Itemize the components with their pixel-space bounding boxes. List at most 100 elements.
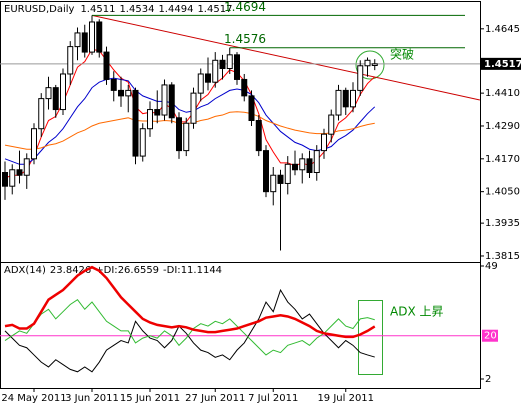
y-tick-label: 1.4410	[485, 88, 520, 99]
candle-body	[161, 84, 168, 116]
candle-body	[45, 87, 52, 100]
trendline	[91, 14, 480, 101]
candle-body	[89, 21, 95, 53]
candle-body	[183, 122, 190, 152]
candle-body	[299, 158, 306, 171]
candle-body	[118, 89, 124, 97]
plot	[0, 265, 480, 373]
x-tick-label: 19 Jul 2011	[317, 393, 374, 404]
candle-body	[16, 169, 23, 176]
x-tick-label: 15 Jun 2011	[120, 393, 180, 404]
y-tick-label: 2	[485, 374, 491, 385]
legend-minus-di: -DI:	[163, 265, 181, 276]
candle-body	[226, 54, 233, 70]
level-label: 1.4576	[224, 32, 266, 46]
candle-body	[248, 95, 255, 122]
candle-body	[190, 92, 197, 124]
candle-body	[110, 78, 117, 91]
candle-body	[205, 73, 211, 83]
candle-body	[219, 59, 226, 70]
candle-body	[31, 128, 37, 160]
candle-body	[103, 51, 110, 80]
minus-di-value: 11.1144	[181, 265, 222, 276]
level-label: 20	[484, 331, 497, 342]
candle-body	[60, 73, 66, 111]
plot	[0, 14, 480, 251]
candle-body	[270, 174, 277, 193]
annotation: 突破	[390, 47, 414, 62]
y-tick-label: 1.3935	[485, 218, 520, 229]
annotation: ADX 上昇	[390, 305, 444, 319]
candle-body	[212, 59, 219, 83]
plus-di-value: 26.6559	[118, 265, 159, 276]
y-tick-label: 1.4170	[485, 154, 520, 165]
level-label: 1.4694	[224, 0, 266, 14]
y-tick-label: 49	[485, 261, 498, 272]
candle-body	[125, 89, 132, 97]
ohlc-high: 1.4534	[119, 4, 154, 15]
lower-pane	[0, 262, 481, 389]
candle-body	[81, 32, 88, 53]
legend-adx: ADX(14)	[4, 265, 46, 276]
level-box	[482, 329, 498, 342]
candle-body	[147, 109, 153, 130]
x-tick-label: 3 Jun 2011	[65, 393, 119, 404]
candle-body	[263, 150, 269, 193]
symbol: EURUSD,Daily	[4, 4, 75, 15]
candle-body	[371, 63, 378, 66]
price-label: 1.4517	[484, 59, 521, 70]
candle-body	[284, 163, 291, 184]
candle-body	[2, 172, 8, 187]
candle-body	[38, 98, 45, 130]
candle-body	[52, 87, 59, 111]
moving-average	[4, 111, 375, 150]
y-tick-label: 1.4290	[485, 121, 520, 132]
candle-body	[67, 46, 74, 75]
ohlc-open: 1.4511	[80, 4, 115, 15]
candle-body	[197, 73, 204, 94]
indicator-line	[4, 288, 375, 373]
price-box	[481, 57, 521, 70]
candle-body	[292, 163, 298, 171]
adx-value: 23.8426	[50, 265, 91, 276]
candle-body	[342, 89, 349, 108]
candle-body	[234, 54, 240, 80]
moving-average	[4, 48, 376, 179]
breakout-circle	[355, 50, 385, 80]
candle-body	[9, 169, 16, 187]
candle-body	[321, 133, 327, 152]
candle-body	[74, 32, 81, 48]
candle-body	[241, 78, 248, 97]
indicator-title: ADX(14) 23.8426 +DI:26.6559 -DI:11.1144	[4, 265, 222, 276]
candle-body	[154, 109, 161, 116]
candle-body	[364, 59, 371, 67]
adx-box	[358, 300, 383, 375]
candle-body	[328, 114, 335, 135]
y-tick-label: 1.4645	[485, 24, 520, 35]
y-tick-label: 1.4050	[485, 187, 520, 198]
moving-average	[4, 77, 376, 165]
ohlc-close: 1.4517	[197, 4, 232, 15]
candle-body	[255, 120, 262, 152]
candle-body	[23, 158, 30, 176]
candle-body	[96, 21, 103, 53]
legend-plus-di: +DI:	[95, 265, 117, 276]
ohlc-low: 1.4494	[158, 4, 193, 15]
candle-body	[350, 89, 356, 108]
candle-body	[139, 128, 146, 157]
x-tick-label: 27 Jun 2011	[185, 393, 245, 404]
y-tick-label: 1.3815	[485, 251, 520, 262]
candle-body	[313, 150, 320, 174]
x-tick-label: 7 Jul 2011	[248, 393, 298, 404]
candle-body	[277, 174, 284, 184]
candle-body	[335, 89, 342, 116]
indicator-line	[4, 265, 376, 339]
candle-body	[306, 158, 313, 174]
candle-body	[132, 89, 139, 157]
x-tick-label: 24 May 2011	[1, 393, 66, 404]
chart-title: EURUSD,Daily 1.4511 1.4534 1.4494 1.4517	[4, 4, 232, 15]
indicator-line	[4, 298, 375, 356]
candle-body	[357, 65, 364, 91]
candle-body	[176, 117, 182, 152]
